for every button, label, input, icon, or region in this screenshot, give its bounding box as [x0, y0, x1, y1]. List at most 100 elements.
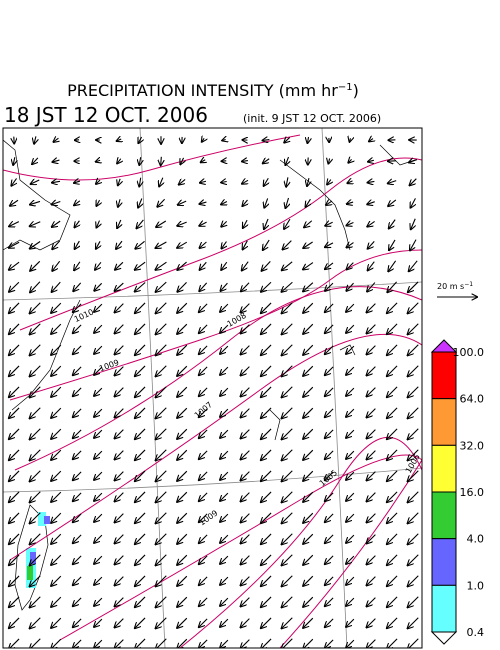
- wind-arrow: [241, 639, 250, 648]
- wind-arrow: [367, 408, 376, 418]
- wind-arrow: [282, 470, 293, 482]
- wind-arrow: [94, 450, 103, 459]
- wind-arrow: [94, 555, 103, 564]
- wind-arrow: [284, 137, 289, 142]
- wind-arrow: [221, 261, 228, 270]
- wind-arrow: [367, 576, 376, 586]
- wind-arrow: [303, 241, 313, 248]
- wind-arrow: [177, 261, 187, 270]
- wind-arrow: [115, 492, 124, 502]
- wind-arrow: [304, 220, 313, 228]
- wind-arrow: [177, 491, 188, 502]
- wind-arrow: [75, 220, 80, 228]
- wind-arrow: [368, 240, 375, 248]
- wind-arrow: [346, 576, 355, 585]
- wind-arrow: [408, 281, 419, 292]
- vector-legend-text: 20 m s: [437, 282, 464, 291]
- wind-arrow: [135, 282, 146, 291]
- wind-arrow: [282, 344, 293, 356]
- wind-arrow: [220, 345, 229, 354]
- wind-arrow: [347, 262, 354, 270]
- wind-arrow: [73, 450, 82, 459]
- wind-arrow: [241, 303, 250, 313]
- wind-arrow: [411, 218, 415, 229]
- wind-arrow: [325, 618, 334, 627]
- wind-arrow: [328, 159, 329, 164]
- wind-arrow: [177, 596, 188, 607]
- wind-arrow: [156, 281, 167, 292]
- wind-arrow: [30, 344, 41, 356]
- wind-arrow: [261, 533, 272, 544]
- wind-arrow: [51, 491, 62, 502]
- wind-arrow: [221, 181, 226, 182]
- wind-arrow: [220, 324, 229, 333]
- wind-arrow: [325, 366, 334, 375]
- wind-arrow: [222, 139, 225, 140]
- wind-arrow: [94, 618, 103, 627]
- wind-arrow: [346, 450, 355, 459]
- wind-arrow: [346, 639, 355, 648]
- wind-arrow: [282, 281, 293, 291]
- wind-arrow: [264, 218, 268, 229]
- wind-arrow: [73, 408, 82, 417]
- wind-arrow: [96, 180, 100, 184]
- wind-arrow: [220, 513, 229, 522]
- wind-arrow: [177, 449, 188, 460]
- coastlines: [3, 139, 416, 611]
- wind-arrow: [367, 366, 376, 376]
- wind-arrow: [285, 156, 288, 165]
- vector-legend: 20 m s−1: [437, 281, 477, 297]
- wind-arrow: [387, 470, 398, 481]
- wind-arrow: [387, 533, 398, 544]
- wind-arrow: [200, 261, 207, 270]
- wind-arrow: [30, 323, 41, 335]
- wind-arrow: [115, 387, 124, 397]
- wind-arrow: [303, 554, 314, 565]
- wind-arrow: [156, 261, 167, 270]
- wind-arrow: [115, 639, 124, 648]
- wind-arrow: [201, 160, 205, 163]
- wind-arrow: [346, 555, 355, 564]
- wind-arrow: [32, 157, 38, 164]
- wind-arrow: [159, 177, 163, 187]
- wind-arrow: [156, 449, 167, 461]
- wind-arrow: [241, 387, 250, 397]
- wind-arrow: [221, 202, 227, 205]
- colorbar-label: 32.0: [460, 439, 485, 452]
- wind-arrow: [283, 240, 292, 250]
- wind-arrow: [156, 617, 167, 629]
- wind-arrow: [220, 303, 229, 312]
- wind-arrow: [325, 576, 334, 585]
- wind-arrow: [348, 159, 351, 162]
- wind-arrow: [325, 408, 334, 417]
- colorbar-bottom: [430, 631, 458, 645]
- title-end: ): [353, 81, 359, 100]
- lat-lon-grid: [3, 128, 422, 648]
- wind-arrow: [387, 344, 398, 355]
- wind-arrow: [115, 534, 124, 544]
- isobar-label: 1005: [318, 468, 339, 488]
- wind-arrow: [73, 513, 82, 522]
- wind-arrow: [9, 449, 20, 460]
- wind-arrow: [73, 324, 82, 333]
- wind-arrow: [200, 241, 207, 248]
- wind-arrow: [346, 408, 355, 417]
- wind-arrow: [138, 198, 142, 207]
- wind-arrow: [220, 366, 229, 375]
- isobar-label: 1009: [198, 508, 220, 527]
- wind-arrow: [241, 618, 250, 628]
- wind-arrow: [199, 555, 208, 564]
- wind-arrow: [74, 181, 80, 183]
- wind-arrow: [282, 365, 293, 377]
- wind-arrow: [51, 323, 62, 334]
- wind-arrow: [199, 429, 208, 438]
- wind-arrow: [261, 575, 272, 586]
- wind-arrow: [220, 576, 229, 585]
- wind-arrow: [73, 366, 82, 375]
- wind-arrow: [282, 554, 293, 566]
- isobar: [19, 157, 422, 331]
- wind-arrow: [221, 221, 226, 226]
- wind-arrow: [51, 428, 62, 439]
- wind-arrow: [409, 260, 418, 271]
